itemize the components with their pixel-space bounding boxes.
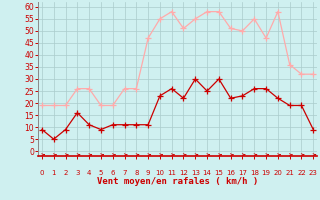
X-axis label: Vent moyen/en rafales ( km/h ): Vent moyen/en rafales ( km/h ) xyxy=(97,177,258,186)
